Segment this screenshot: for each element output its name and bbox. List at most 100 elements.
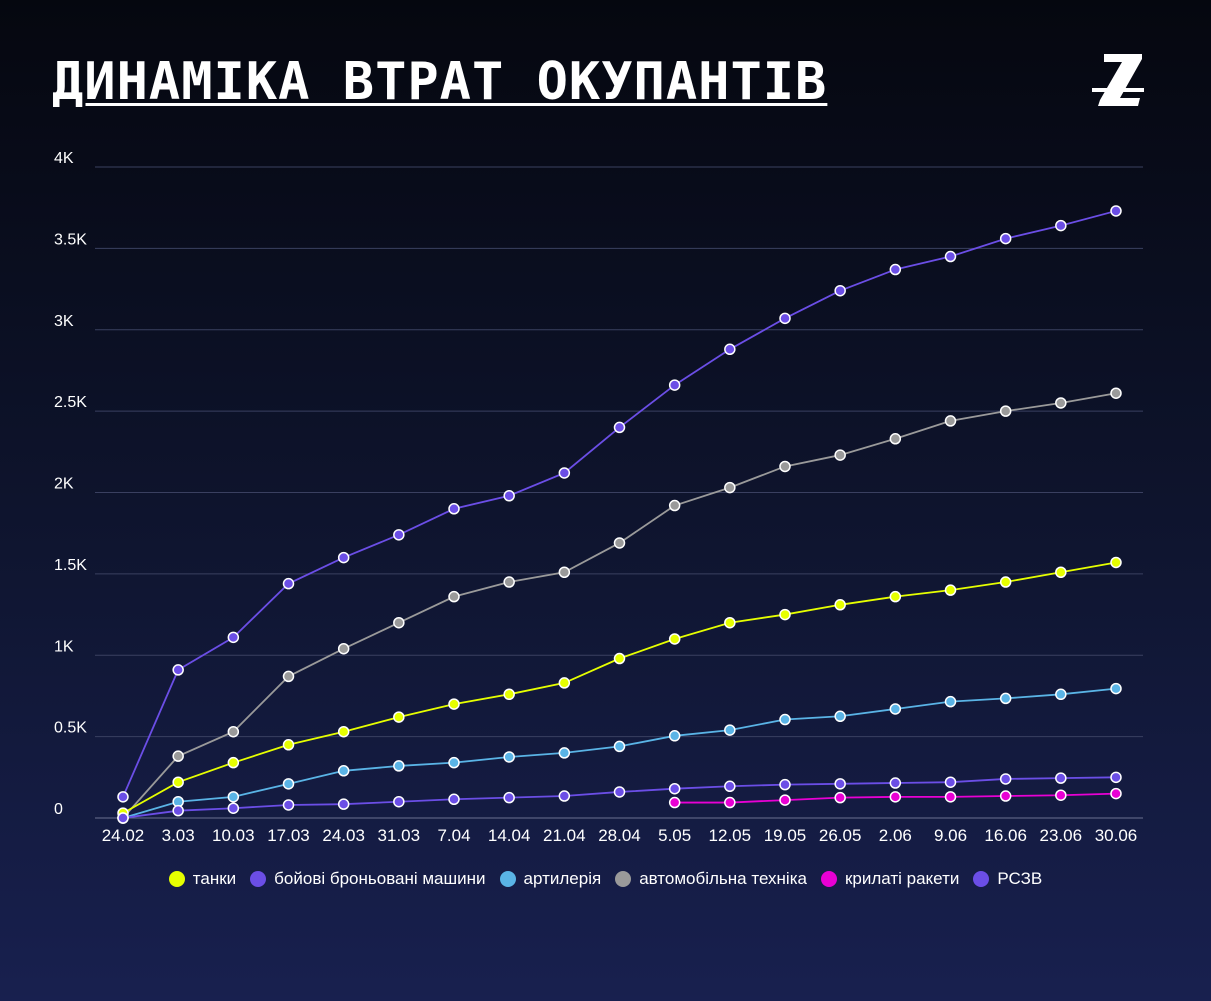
data-point bbox=[448, 698, 460, 710]
x-tick-label: 17.03 bbox=[267, 826, 310, 845]
y-tick-label: 3K bbox=[54, 313, 74, 330]
data-point bbox=[227, 756, 240, 769]
x-tick-label: 7.04 bbox=[437, 826, 470, 845]
data-point bbox=[1055, 688, 1067, 701]
data-point bbox=[668, 730, 681, 742]
data-point bbox=[558, 790, 571, 802]
data-point bbox=[613, 537, 626, 549]
data-point bbox=[282, 799, 295, 811]
page-title: ДИНАМІКА ВТРАТ ОКУПАНТІВ bbox=[52, 52, 828, 112]
data-point bbox=[337, 551, 350, 564]
data-point bbox=[724, 481, 736, 494]
data-point bbox=[448, 590, 460, 603]
data-point bbox=[999, 576, 1012, 588]
y-tick-label: 3.5K bbox=[54, 231, 87, 248]
data-point bbox=[1055, 789, 1067, 801]
data-point bbox=[337, 642, 350, 655]
legend-marker bbox=[973, 871, 990, 887]
data-point bbox=[834, 284, 846, 297]
data-point bbox=[503, 791, 515, 804]
data-point bbox=[724, 796, 736, 809]
data-point bbox=[889, 590, 902, 603]
data-point bbox=[779, 608, 791, 621]
data-point bbox=[999, 405, 1012, 417]
data-point bbox=[503, 576, 515, 588]
data-point bbox=[282, 739, 295, 751]
x-tick-label: 12.05 bbox=[709, 826, 752, 845]
data-point bbox=[282, 670, 295, 683]
y-tick-label: 0 bbox=[54, 801, 63, 818]
data-point bbox=[227, 631, 240, 644]
y-tick-label: 4K bbox=[54, 150, 74, 167]
data-point bbox=[172, 750, 184, 762]
data-point bbox=[448, 503, 460, 515]
data-point bbox=[724, 780, 736, 793]
y-tick-label: 2.5K bbox=[54, 394, 87, 411]
data-point bbox=[613, 652, 626, 665]
y-tick-label: 1K bbox=[54, 638, 74, 655]
data-point bbox=[448, 756, 460, 769]
legend-label: РСЗВ bbox=[997, 869, 1043, 888]
data-point bbox=[613, 421, 626, 434]
data-point bbox=[1055, 566, 1067, 578]
data-point bbox=[999, 232, 1012, 245]
x-tick-label: 19.05 bbox=[764, 826, 807, 845]
data-point bbox=[779, 794, 791, 806]
legend-label: крилаті ракети bbox=[844, 869, 960, 888]
data-point bbox=[1110, 771, 1122, 784]
data-point bbox=[558, 566, 571, 578]
data-point bbox=[613, 786, 626, 798]
legend-marker bbox=[250, 871, 267, 887]
data-point bbox=[999, 790, 1012, 802]
data-point bbox=[337, 765, 350, 777]
data-point bbox=[889, 777, 902, 789]
data-point bbox=[944, 695, 957, 708]
series-line bbox=[122, 210, 1117, 798]
x-tick-label: 3.03 bbox=[162, 826, 195, 845]
data-point bbox=[282, 778, 295, 790]
data-point bbox=[117, 812, 129, 824]
data-point bbox=[944, 584, 957, 596]
data-point bbox=[724, 616, 736, 629]
legend-label: танки bbox=[192, 869, 237, 888]
data-point bbox=[999, 692, 1012, 705]
data-point bbox=[779, 778, 791, 791]
x-tick-label: 5.05 bbox=[658, 826, 691, 845]
data-point bbox=[889, 433, 902, 445]
data-point bbox=[1110, 682, 1122, 695]
legend-item: бойові броньовані машини bbox=[250, 869, 486, 889]
data-point bbox=[668, 633, 681, 645]
x-tick-label: 21.04 bbox=[543, 826, 586, 845]
legend-label: артилерія bbox=[523, 869, 602, 888]
x-tick-label: 26.05 bbox=[819, 826, 862, 845]
x-tick-label: 9.06 bbox=[934, 826, 967, 845]
legend-item: танки bbox=[168, 869, 237, 889]
data-point bbox=[668, 379, 681, 391]
data-point bbox=[1110, 387, 1122, 399]
data-point bbox=[393, 711, 405, 723]
line-chart: 0 0.5K 1K 1.5K 2K 2.5K 3K 3.5K 4K 24.02 3.03 10.03 1… bbox=[54, 150, 1143, 845]
data-point bbox=[613, 740, 626, 753]
data-point bbox=[1110, 205, 1122, 217]
data-point bbox=[668, 782, 681, 795]
data-point bbox=[117, 791, 129, 803]
data-point bbox=[227, 725, 240, 738]
x-tick-label: 24.02 bbox=[102, 826, 145, 845]
data-point bbox=[172, 776, 184, 788]
data-point bbox=[779, 713, 791, 726]
x-tick-label: 31.03 bbox=[378, 826, 421, 845]
data-point bbox=[944, 776, 957, 788]
legend-marker bbox=[499, 871, 516, 887]
stylized-z-logo-icon bbox=[1092, 54, 1144, 106]
legend-marker bbox=[615, 871, 632, 887]
data-point bbox=[834, 710, 846, 723]
legend-label: автомобільна техніка bbox=[639, 869, 807, 888]
data-point bbox=[944, 415, 957, 427]
data-point bbox=[724, 343, 736, 356]
data-point bbox=[779, 312, 791, 325]
data-point bbox=[889, 791, 902, 803]
data-point bbox=[503, 490, 515, 502]
data-point bbox=[1055, 219, 1067, 232]
data-point bbox=[1110, 556, 1122, 569]
x-tick-label: 2.06 bbox=[879, 826, 912, 845]
